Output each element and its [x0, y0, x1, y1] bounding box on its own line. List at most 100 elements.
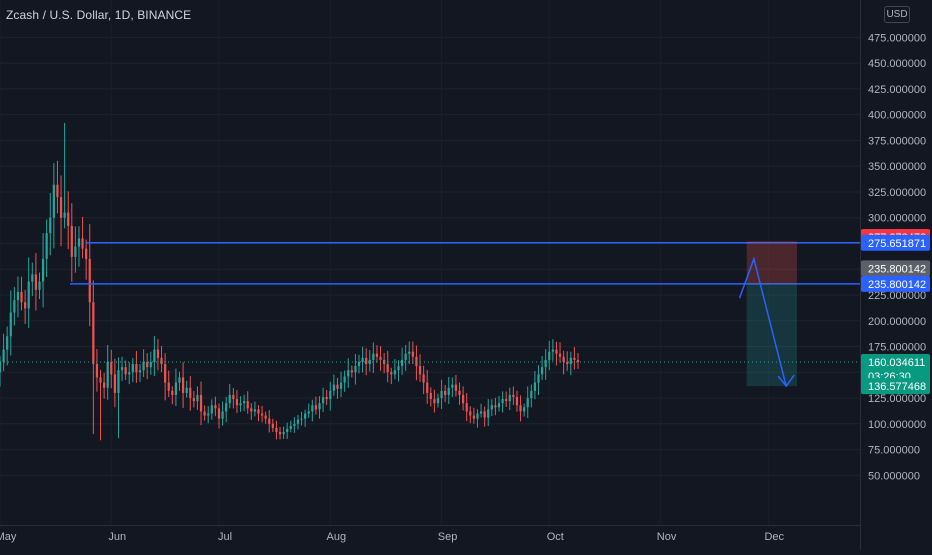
price-label-target: 136.577468: [868, 381, 926, 393]
candle-body: [85, 248, 88, 259]
candle-body: [207, 413, 210, 416]
candle-body: [461, 394, 465, 404]
candle-body: [41, 258, 45, 282]
candle-body: [469, 411, 472, 416]
candle-body: [264, 415, 267, 419]
price-label-upper-level: 275.651871: [868, 238, 926, 250]
short-position-target-zone: [746, 283, 797, 387]
candle-body: [372, 353, 375, 360]
candle-body: [138, 370, 142, 373]
candle-body: [343, 376, 346, 383]
candle-body: [275, 427, 278, 433]
price-labels: 277.278472275.651871235.800142235.800142…: [861, 229, 930, 395]
y-tick-label: 200.000000: [868, 316, 926, 328]
candle-body: [178, 377, 181, 383]
candle-body: [494, 405, 497, 408]
candle-body: [332, 384, 335, 391]
candle-body: [88, 258, 91, 303]
candle-body: [235, 399, 239, 406]
candle-body: [271, 423, 274, 428]
candle-body: [253, 409, 256, 412]
candle-body: [379, 356, 382, 360]
candle-body: [102, 382, 106, 388]
y-tick-label: 325.000000: [868, 187, 926, 199]
price-label-last-bg: [861, 353, 930, 384]
candle-body: [59, 197, 63, 218]
candle-body: [117, 370, 120, 393]
x-tick-label: Jun: [108, 531, 126, 543]
x-tick-label: Aug: [326, 531, 346, 543]
candle-body: [397, 366, 400, 371]
candle-body: [296, 419, 300, 424]
candle-body: [454, 384, 458, 391]
candle-body: [465, 403, 468, 412]
candle-body: [128, 372, 131, 375]
candle-body: [558, 353, 562, 357]
candle-body: [436, 398, 440, 404]
candle-body: [149, 361, 152, 368]
candle-body: [508, 394, 511, 402]
candle-body: [278, 432, 282, 435]
candle-body: [533, 382, 537, 391]
candle-body: [181, 377, 185, 393]
candle-body: [490, 405, 493, 410]
candle-body: [232, 394, 235, 400]
candle-body: [311, 405, 314, 412]
currency-button[interactable]: USD: [884, 6, 910, 23]
y-tick-label: 350.000000: [868, 161, 926, 173]
candle-body: [451, 384, 454, 388]
candle-body: [426, 382, 429, 393]
candle-body: [0, 361, 2, 373]
candle-body: [300, 418, 303, 420]
candle-body: [573, 357, 576, 360]
candle-body: [329, 390, 332, 400]
candle-body: [239, 403, 242, 406]
candle-body: [440, 390, 443, 399]
x-tick-label: May: [0, 531, 17, 543]
candle-body: [203, 411, 206, 416]
candle-body: [537, 374, 540, 383]
candle-body: [375, 353, 379, 357]
candle-body: [113, 374, 116, 393]
candle-body: [505, 399, 508, 402]
candle-body: [174, 382, 178, 395]
candle-body: [347, 370, 350, 377]
candle-body: [304, 413, 307, 419]
candle-body: [228, 394, 231, 404]
candle-body: [357, 361, 361, 367]
candle-body: [31, 274, 34, 282]
candle-body: [9, 312, 12, 337]
candle-body: [433, 399, 436, 404]
candle-body: [483, 411, 486, 418]
y-tick-label: 50.000000: [868, 470, 920, 482]
candle-body: [512, 394, 515, 398]
candle-body: [566, 361, 569, 365]
candle-body: [515, 397, 519, 406]
arrowhead-icon: [777, 374, 795, 388]
candle-body: [221, 411, 224, 419]
candle-body: [24, 302, 27, 309]
candle-body: [418, 366, 422, 375]
candle-body: [444, 390, 447, 395]
candle-body: [257, 409, 260, 414]
candle-body: [225, 403, 228, 412]
candles: [0, 122, 580, 441]
candle-body: [146, 361, 149, 368]
candle-body: [390, 372, 393, 375]
candle-body: [56, 184, 59, 198]
y-tick-label: 375.000000: [868, 135, 926, 147]
candle-body: [124, 367, 127, 375]
candle-body: [393, 370, 397, 375]
grid: [0, 36, 860, 476]
candle-body: [106, 361, 109, 388]
candle-body: [214, 405, 217, 409]
candle-body: [336, 384, 339, 389]
candle-body: [325, 397, 328, 400]
candle-body: [16, 291, 20, 301]
candle-body: [167, 382, 170, 391]
candle-body: [404, 353, 407, 360]
candle-body: [110, 361, 113, 375]
candle-body: [408, 351, 411, 354]
price-label-gray-bg: [861, 260, 930, 277]
